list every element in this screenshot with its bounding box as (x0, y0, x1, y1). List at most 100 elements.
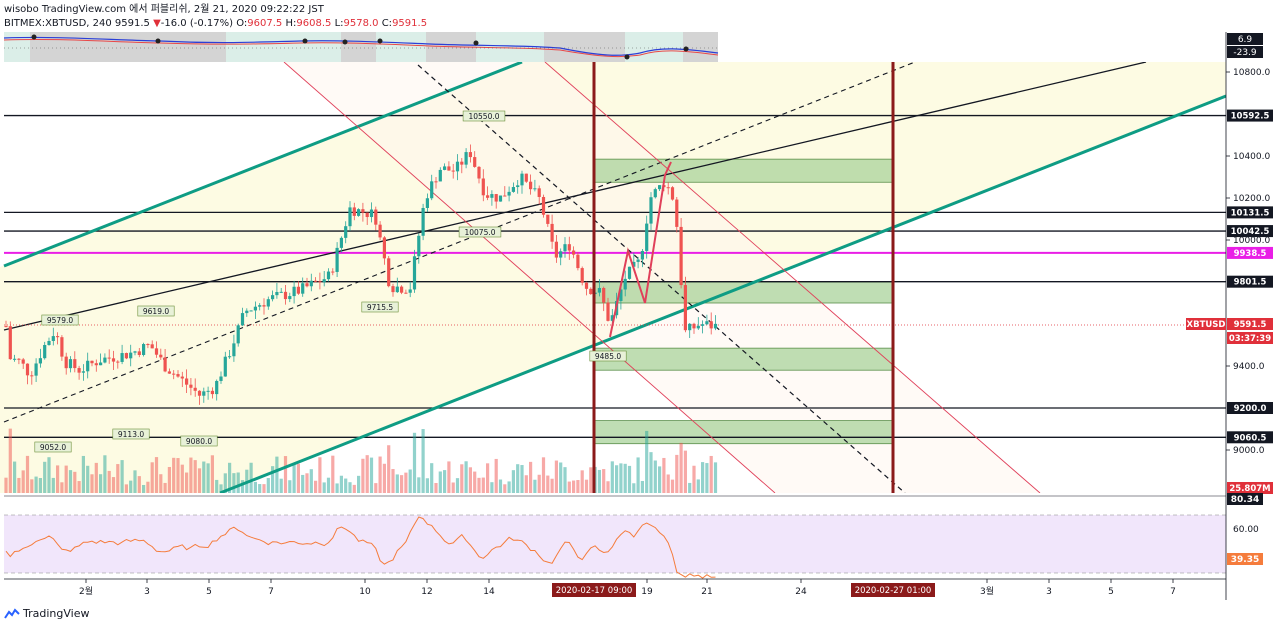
price-label-box (1227, 318, 1273, 330)
volume-bar (524, 475, 528, 493)
volume-bar (361, 458, 365, 493)
volume-bar (425, 478, 429, 493)
price-label-box (1227, 206, 1273, 219)
candle-body (627, 266, 632, 279)
volume-bar (176, 458, 180, 493)
annotation-text: 10550.0 (468, 112, 499, 121)
candle-body (455, 161, 460, 172)
volume-bar (417, 477, 421, 493)
volume-bar (120, 460, 124, 493)
price-label: 03:37:39 (1227, 332, 1273, 344)
candle-body (309, 280, 313, 287)
volume-bar (262, 484, 266, 493)
tradingview-logo[interactable]: TradingView (4, 607, 89, 620)
candle-body (43, 344, 47, 359)
volume-bar (602, 469, 606, 493)
price-tick-label: 10000.0 (1233, 236, 1270, 246)
price-label: 10131.5 (1227, 206, 1273, 219)
time-tick-label: 5 (206, 587, 212, 597)
volume-bar (490, 482, 494, 493)
candle-body (503, 195, 507, 197)
candle-body (430, 181, 434, 199)
candle-body (25, 363, 30, 376)
candle-body (331, 271, 335, 273)
price-annotation: 10075.0 (458, 226, 502, 238)
candle-body (580, 268, 584, 283)
volume-bar (670, 479, 675, 493)
candle-body (193, 387, 197, 391)
candle-body (645, 223, 649, 251)
zone-box (593, 420, 894, 445)
price-label-text: 9200.0 (1234, 404, 1267, 414)
chart-header: wisobo TradingView.com 에서 퍼블리쉬, 2월 21, 2… (4, 3, 427, 31)
volume-bar (219, 484, 223, 493)
candle-body (51, 336, 55, 341)
price-annotation: 9715.5 (361, 301, 399, 313)
candle-body (705, 321, 709, 325)
price-annotation: 9052.0 (34, 441, 72, 453)
indicator-band (544, 32, 625, 62)
candle-body (137, 351, 141, 355)
candle-body (94, 363, 98, 366)
volume-bar (180, 464, 184, 493)
volume-bar (17, 477, 21, 493)
volume-bar (451, 482, 455, 493)
price-axis[interactable] (4, 32, 1227, 600)
candle-body (240, 313, 245, 326)
candle-body (189, 384, 193, 388)
candle-body (438, 169, 442, 182)
volume-bar (279, 478, 283, 493)
candle-body (305, 283, 309, 287)
candle-body (361, 209, 365, 213)
volume-bar (688, 482, 692, 493)
volume-bar (503, 484, 507, 493)
volume-bar (369, 457, 374, 493)
candle-body (318, 281, 322, 283)
candle-body (167, 371, 171, 374)
candle-body (597, 287, 601, 293)
candle-body (357, 209, 361, 216)
candle-body (653, 189, 657, 198)
volume-bar (623, 463, 627, 493)
volume-bar (116, 464, 120, 493)
candle-body (490, 194, 494, 198)
volume-bar (56, 465, 60, 493)
volume-bar (215, 479, 219, 493)
down-arrow-icon: ▼ (153, 18, 161, 29)
annotation-text: 9080.0 (186, 437, 212, 446)
candle-body (572, 250, 576, 255)
volume-bar (142, 484, 146, 493)
volume-bar (529, 461, 533, 493)
candle-body (701, 324, 705, 326)
close-label: C: (381, 18, 393, 29)
time-axis[interactable]: 2월 3 5 7 10 12 14 19 21 24 3월 3 5 7 2020-02-17 09:00 20… (79, 579, 1176, 597)
candle-body (498, 195, 503, 202)
time-tick-label: 3 (1046, 587, 1052, 597)
price-annotation: 9080.0 (180, 435, 218, 447)
candle-body (266, 299, 270, 307)
candle-body (550, 223, 554, 242)
annotation-text: 9052.0 (40, 443, 66, 452)
volume-bar (666, 474, 670, 493)
candle-body (451, 170, 455, 172)
candle-body (142, 344, 146, 355)
price-label-box (1227, 225, 1273, 238)
candle-body (124, 353, 128, 359)
price-label: 9801.5 (1227, 275, 1273, 288)
candle-body (326, 271, 331, 280)
candle-body (322, 279, 326, 283)
volume-bar (68, 470, 73, 493)
candle-body (559, 251, 563, 258)
candle-body (296, 286, 300, 294)
volume-bar (404, 472, 408, 493)
price-label: XBTUSD (1186, 318, 1226, 330)
volume-bar (683, 450, 687, 493)
candle-body (713, 323, 718, 329)
candle-body (606, 302, 610, 321)
indicator-value-text: 6.9 (1238, 35, 1253, 45)
candle-body (378, 224, 382, 238)
candle-body (17, 358, 21, 360)
volume-bar (292, 463, 296, 493)
candle-body (520, 173, 524, 186)
